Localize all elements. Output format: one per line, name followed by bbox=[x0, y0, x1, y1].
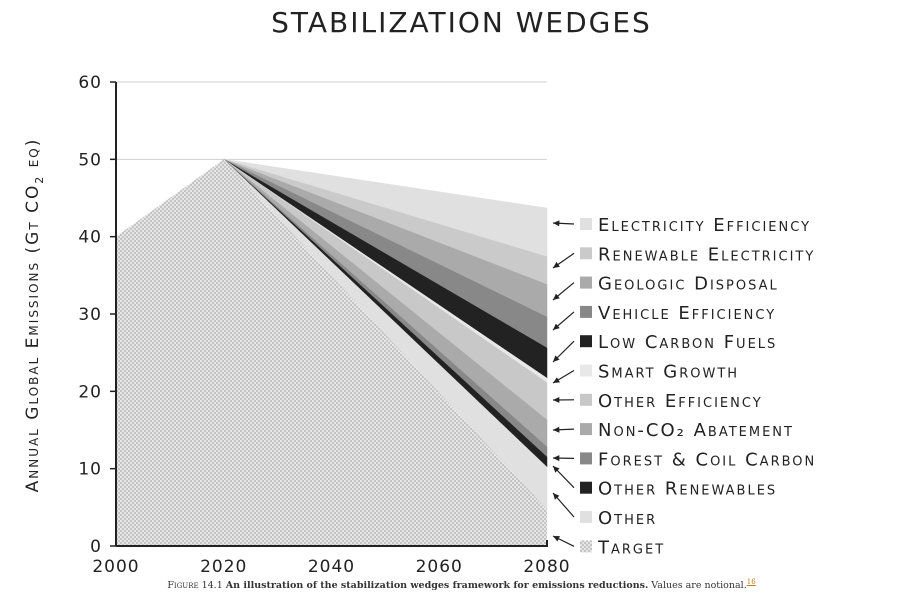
legend-label: Geologic Disposal bbox=[598, 274, 779, 295]
legend-swatch bbox=[580, 511, 592, 523]
chart-title: Stabilization Wedges bbox=[271, 6, 652, 39]
x-tick-label: 2040 bbox=[308, 557, 355, 577]
legend-swatch bbox=[580, 423, 592, 436]
y-tick-label: 60 bbox=[78, 73, 102, 93]
legend-item: Renewable Electricity bbox=[552, 244, 815, 269]
arrow-head-icon bbox=[553, 536, 560, 542]
legend-item: Low Carbon Fuels bbox=[552, 332, 777, 363]
legend-item: Electricity Efficiency bbox=[552, 215, 811, 236]
legend-swatch bbox=[580, 393, 592, 406]
legend-label: Other bbox=[598, 508, 657, 529]
figure-caption: Figure 14.1 An illustration of the stabi… bbox=[167, 578, 756, 592]
legend-label: Low Carbon Fuels bbox=[598, 332, 777, 353]
y-tick-label: 50 bbox=[78, 150, 102, 170]
arrow-head-icon bbox=[553, 355, 560, 362]
legend-item: Forest & Coil Carbon bbox=[552, 449, 816, 470]
arrow-head-icon bbox=[553, 455, 560, 462]
arrow-head-icon bbox=[553, 323, 560, 330]
y-tick-label: 20 bbox=[78, 382, 102, 402]
legend-item: Other Renewables bbox=[552, 465, 777, 500]
arrow-head-icon bbox=[553, 426, 560, 433]
y-tick-label: 40 bbox=[78, 228, 102, 248]
legend-swatch bbox=[580, 305, 592, 318]
y-tick-label: 30 bbox=[78, 305, 102, 325]
legend-item: Target bbox=[552, 535, 665, 558]
legend-item: Other Efficiency bbox=[552, 391, 763, 412]
legend-label: Non-CO₂ Abatement bbox=[598, 420, 794, 441]
legend-label: Target bbox=[597, 537, 665, 558]
legend-swatch bbox=[580, 481, 592, 494]
reference-link[interactable]: 16 bbox=[746, 578, 756, 586]
legend-swatch bbox=[580, 276, 592, 289]
x-tick-label: 2060 bbox=[416, 557, 463, 577]
legend-swatch bbox=[580, 540, 592, 553]
arrow-head-icon bbox=[553, 377, 560, 383]
x-tick-label: 2000 bbox=[92, 557, 139, 577]
legend-label: Renewable Electricity bbox=[598, 244, 815, 265]
legend-label: Other Renewables bbox=[598, 479, 777, 500]
legend-label: Other Efficiency bbox=[598, 391, 763, 412]
y-tick-label: 10 bbox=[78, 460, 102, 480]
legend-item: Geologic Disposal bbox=[552, 274, 779, 301]
arrow-head-icon bbox=[553, 293, 560, 300]
x-tick-label: 2080 bbox=[523, 557, 570, 577]
arrow-head-icon bbox=[553, 220, 560, 227]
legend-item: Non-CO₂ Abatement bbox=[552, 420, 794, 441]
arrow-head-icon bbox=[553, 261, 560, 268]
legend-label: Smart Growth bbox=[598, 362, 739, 383]
legend-label: Vehicle Efficiency bbox=[598, 303, 776, 324]
y-axis-label: Annual Global Emissions (Gt CO2 eq) bbox=[23, 138, 46, 493]
legend-item: Other bbox=[552, 492, 657, 529]
legend-swatch bbox=[580, 452, 592, 465]
legend-item: Smart Growth bbox=[552, 362, 739, 384]
legend-item: Vehicle Efficiency bbox=[552, 303, 776, 331]
legend-swatch bbox=[580, 364, 592, 377]
legend-swatch bbox=[580, 218, 592, 230]
legend-label: Electricity Efficiency bbox=[598, 215, 811, 236]
x-tick-label: 2020 bbox=[200, 557, 247, 577]
y-tick-label: 0 bbox=[90, 537, 102, 557]
arrow-head-icon bbox=[553, 466, 560, 473]
x-axis-line bbox=[116, 540, 548, 547]
wedge-target bbox=[116, 159, 547, 547]
legend-swatch bbox=[580, 247, 592, 260]
arrow-head-icon bbox=[553, 396, 560, 403]
legend-label: Forest & Coil Carbon bbox=[598, 449, 816, 470]
legend-swatch bbox=[580, 335, 592, 348]
arrow-head-icon bbox=[553, 493, 560, 500]
